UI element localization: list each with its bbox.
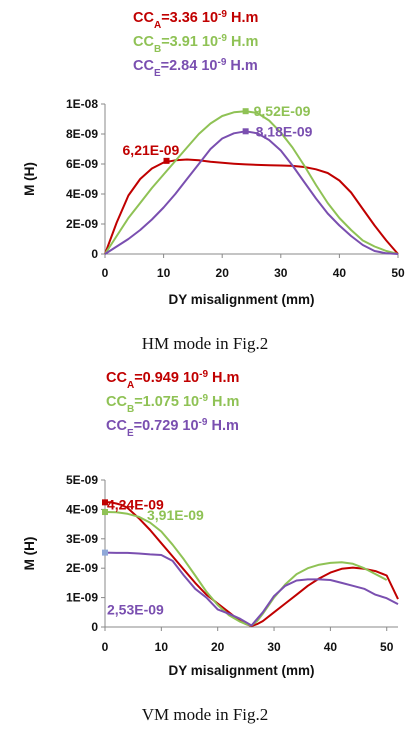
chart1-y-tick-label: 4E-09: [66, 187, 98, 201]
chart2-data-label: 2,53E-09: [107, 602, 164, 618]
chart2-x-tick-label: 10: [155, 640, 169, 654]
chart2-caption: VM mode in Fig.2: [142, 705, 269, 724]
chart2-y-tick-label: 0: [91, 620, 98, 634]
chart2-y-tick-label: 1E-09: [66, 591, 98, 605]
chart1-y-tick-label: 8E-09: [66, 127, 98, 141]
chart1-series-line-3: [104, 130, 399, 255]
chart1-data-label: 9,52E-09: [254, 103, 311, 119]
chart2-y-tick-label: 3E-09: [66, 532, 98, 546]
chart2-x-axis-label: DY misalignment (mm): [168, 663, 314, 678]
chart1-y-axis-label: M (H): [22, 162, 37, 196]
chart2-legend-entry: CCA=0.949 10-9 H.m: [106, 369, 239, 391]
chart1-series-line-2: [104, 110, 399, 255]
chart1-legend-entry: CCA=3.36 10-9 H.m: [133, 9, 258, 31]
chart1-y-tick-label: 6E-09: [66, 157, 98, 171]
chart1-x-tick-label: 30: [274, 266, 288, 280]
chart1-x-tick-label: 40: [333, 266, 347, 280]
chart2-y-axis-label: M (H): [22, 537, 37, 571]
chart1-x-tick-label: 20: [216, 266, 230, 280]
chart2-data-label: 3,91E-09: [147, 507, 204, 523]
chart1-series-line-1: [104, 158, 399, 255]
chart1-data-point: [242, 108, 249, 115]
chart1-y-tick-label: 0: [91, 247, 98, 261]
chart1-data-label: 6,21E-09: [123, 142, 180, 158]
chart2-y-tick-label: 2E-09: [66, 561, 98, 575]
chart2-series-line-3: [104, 551, 399, 627]
chart1-legend-entry: CCE=2.84 10-9 H.m: [133, 57, 258, 79]
chart2-data-point: [102, 549, 108, 556]
chart1-x-tick-label: 10: [157, 266, 171, 280]
chart2-x-tick-label: 50: [380, 640, 394, 654]
chart2-legend-entry: CCB=1.075 10-9 H.m: [106, 393, 239, 415]
chart2-x-tick-label: 0: [102, 640, 109, 654]
chart1-legend-entry: CCB=3.91 10-9 H.m: [133, 33, 258, 55]
chart1-y-tick-label: 1E-08: [66, 97, 98, 111]
chart1-caption: HM mode in Fig.2: [142, 334, 269, 353]
chart1-x-tick-label: 0: [102, 266, 109, 280]
chart2-x-tick-label: 20: [211, 640, 225, 654]
chart2-y-tick-label: 5E-09: [66, 473, 98, 487]
chart1-x-tick-label: 50: [391, 266, 405, 280]
chart2-x-tick-label: 40: [324, 640, 338, 654]
chart2-x-tick-label: 30: [267, 640, 281, 654]
chart1-data-label: 8,18E-09: [256, 123, 313, 139]
chart1-x-axis-label: DY misalignment (mm): [168, 292, 314, 307]
chart1-y-tick-label: 2E-09: [66, 217, 98, 231]
chart2-y-tick-label: 4E-09: [66, 502, 98, 516]
chart2-legend-entry: CCE=0.729 10-9 H.m: [106, 417, 239, 439]
chart1-data-point: [163, 157, 170, 164]
chart1-data-point: [242, 128, 249, 135]
chart2-data-label: 4,24E-09: [107, 496, 164, 512]
chart2-data-point: [102, 499, 108, 506]
chart2-data-point: [102, 509, 108, 516]
